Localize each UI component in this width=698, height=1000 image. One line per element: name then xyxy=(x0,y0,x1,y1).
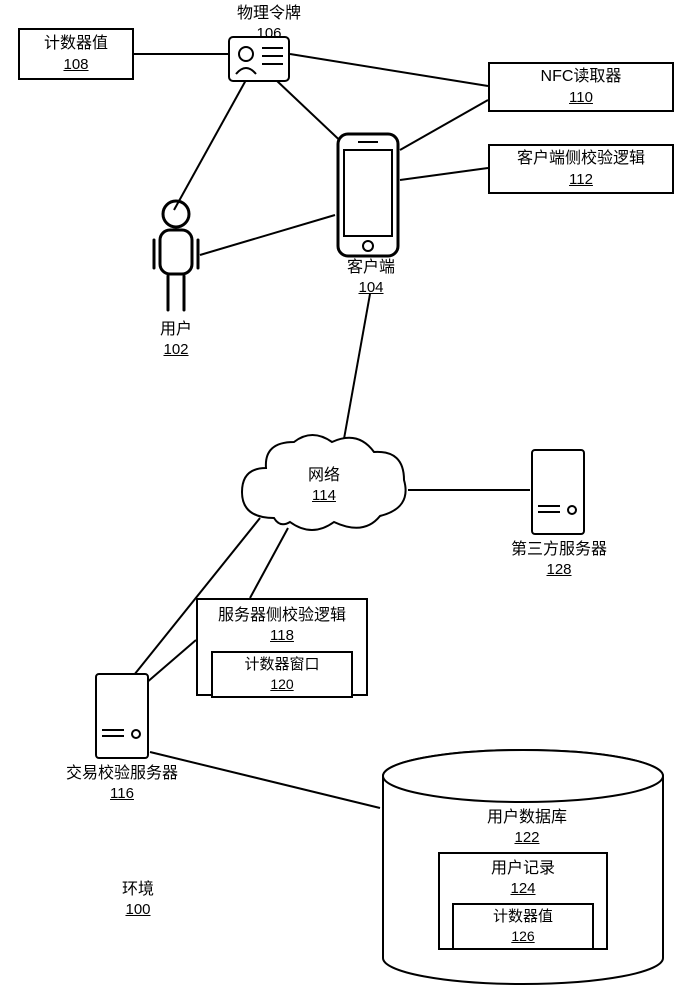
network-text: 网络 xyxy=(308,467,340,484)
user-record-box: 用户记录 124 计数器值 126 xyxy=(438,852,608,950)
nfc-reader-num: 110 xyxy=(569,89,593,107)
user-record-label: 用户记录 xyxy=(491,859,555,878)
user-num: 102 xyxy=(144,341,208,359)
nfc-reader-box: NFC读取器 110 xyxy=(488,62,674,112)
user-db-text: 用户数据库 xyxy=(487,809,567,826)
client-logic-box: 客户端侧校验逻辑 112 xyxy=(488,144,674,194)
nfc-reader-label: NFC读取器 xyxy=(541,67,622,86)
environment-num: 100 xyxy=(108,901,168,919)
counter-value2-label: 计数器值 xyxy=(493,908,553,925)
counter-window-box: 计数器窗口 120 xyxy=(211,651,353,698)
client-text: 客户端 xyxy=(347,259,395,276)
client-logic-label: 客户端侧校验逻辑 xyxy=(517,149,645,168)
diagram-canvas: 计数器值 108 物理令牌 106 NFC读取器 110 客户端侧校验逻辑 11… xyxy=(0,0,698,1000)
counter-window-num: 120 xyxy=(219,676,345,693)
counter-value2-box: 计数器值 126 xyxy=(452,903,594,950)
user-text: 用户 xyxy=(160,321,192,338)
user-db-num: 122 xyxy=(472,829,582,847)
server-logic-num: 118 xyxy=(270,627,294,645)
third-party-text: 第三方服务器 xyxy=(511,541,607,558)
tx-server-text: 交易校验服务器 xyxy=(66,765,178,782)
tx-server-num: 116 xyxy=(62,785,182,803)
tx-server-label: 交易校验服务器 116 xyxy=(62,764,182,803)
server-logic-label: 服务器侧校验逻辑 xyxy=(218,606,346,625)
id-card-icon xyxy=(228,36,290,82)
user-db-label: 用户数据库 122 xyxy=(472,808,582,847)
server-logic-box: 服务器侧校验逻辑 118 计数器窗口 120 xyxy=(196,598,368,696)
environment-label: 环境 100 xyxy=(108,880,168,919)
client-label: 客户端 104 xyxy=(336,258,406,297)
physical-token-text: 物理令牌 xyxy=(237,5,301,22)
person-icon xyxy=(148,198,204,318)
network-label: 网络 114 xyxy=(296,466,352,505)
environment-text: 环境 xyxy=(122,881,154,898)
counter-value2-num: 126 xyxy=(460,928,586,945)
client-num: 104 xyxy=(336,279,406,297)
third-party-num: 128 xyxy=(504,561,614,579)
counter-value-label: 计数器值 xyxy=(44,34,108,53)
counter-value-box: 计数器值 108 xyxy=(18,28,134,80)
counter-value-num: 108 xyxy=(63,56,88,74)
phone-icon xyxy=(332,132,404,258)
user-record-num: 124 xyxy=(510,880,535,898)
user-label: 用户 102 xyxy=(144,320,208,359)
client-logic-num: 112 xyxy=(569,171,593,189)
network-num: 114 xyxy=(296,487,352,505)
third-party-label: 第三方服务器 128 xyxy=(504,540,614,579)
counter-window-label: 计数器窗口 xyxy=(244,656,319,673)
server-icon xyxy=(530,448,586,536)
tx-server-icon xyxy=(94,672,150,760)
